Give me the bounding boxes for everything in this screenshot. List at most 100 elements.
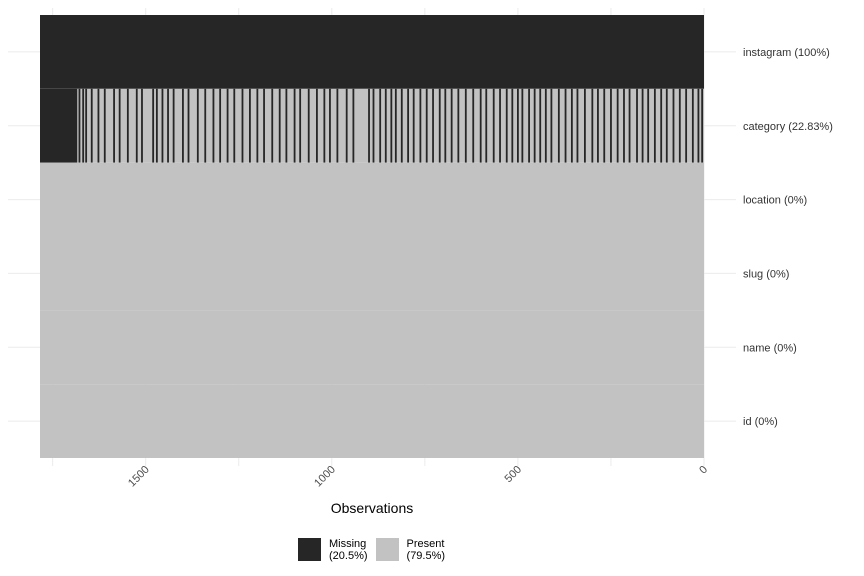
missing-tile: [623, 88, 625, 163]
missing-tile: [539, 88, 542, 163]
missing-tile: [485, 88, 488, 163]
legend: Missing (20.5%) Present (79.5%): [298, 538, 445, 562]
missing-tile: [103, 88, 106, 163]
legend-label-present: Present: [406, 538, 445, 550]
plot-panel: [40, 15, 704, 458]
missing-tile: [653, 88, 656, 163]
row-category: [40, 88, 704, 163]
missing-tile: [249, 88, 251, 163]
missing-tile: [352, 88, 355, 163]
missing-tile: [464, 88, 467, 163]
row-slug: [40, 236, 704, 311]
missing-tile: [472, 88, 475, 163]
missing-tile: [603, 88, 606, 163]
missing-tile: [196, 88, 199, 163]
missing-tile: [90, 88, 93, 163]
missing-tile: [499, 88, 501, 163]
missing-tile: [647, 88, 650, 163]
x-axis-title: Observations: [331, 500, 413, 516]
missing-tile: [293, 88, 296, 163]
legend-item-missing: Missing (20.5%): [298, 538, 368, 562]
missing-tile: [212, 88, 215, 163]
present-tile: [40, 236, 704, 311]
missing-tile: [155, 88, 158, 163]
x-tick-label: 1000: [312, 464, 338, 490]
missing-tile: [126, 88, 129, 163]
missing-tile: [505, 88, 508, 163]
missing-tile: [135, 88, 138, 163]
missing-tile: [82, 88, 85, 163]
missing-tile: [329, 88, 331, 163]
missing-tile: [492, 88, 495, 163]
missing-tile: [271, 88, 274, 163]
missing-tile: [167, 88, 169, 163]
missing-tile: [457, 88, 460, 163]
missing-tile: [511, 88, 514, 163]
missing-tile: [636, 88, 638, 163]
missing-tile: [161, 88, 164, 163]
present-tile: [40, 310, 704, 385]
missing-tile: [336, 88, 339, 163]
variable-label: id (0%): [743, 416, 778, 428]
missing-tile: [152, 88, 155, 163]
missing-tile: [528, 88, 530, 163]
missing-tile: [517, 88, 519, 163]
legend-pct-present: (79.5%): [406, 550, 446, 562]
missing-tile: [610, 88, 612, 163]
missing-tile: [583, 88, 586, 163]
missing-tile: [323, 88, 326, 163]
missing-tile: [307, 88, 310, 163]
missing-tile: [204, 88, 207, 163]
missing-tile: [665, 88, 668, 163]
row-location: [40, 162, 704, 237]
missing-tile: [394, 88, 397, 163]
legend-label-missing: Missing: [329, 538, 367, 550]
missing-tile: [533, 88, 536, 163]
missing-tile: [241, 88, 244, 163]
missing-tile: [438, 88, 441, 163]
missing-tile: [576, 88, 579, 163]
missing-tile: [678, 88, 681, 163]
missing-tile: [187, 88, 190, 163]
missing-tile: [278, 88, 281, 163]
missing-tile: [557, 88, 560, 163]
missing-tile: [697, 88, 700, 163]
row-id: [40, 384, 704, 458]
missing-tile: [372, 88, 375, 163]
missing-tile: [616, 88, 619, 163]
missing-tile: [701, 88, 704, 163]
missing-tile: [384, 88, 387, 163]
variable-label: location (0%): [743, 195, 807, 207]
missing-tile: [113, 88, 115, 163]
x-tick-label: 500: [503, 464, 524, 485]
missing-tile: [407, 88, 410, 163]
missing-tile: [628, 88, 631, 163]
missing-tile: [78, 88, 81, 163]
variable-label: name (0%): [743, 342, 797, 354]
missing-tile: [256, 88, 259, 163]
variable-label: category (22.83%): [743, 121, 833, 133]
missing-tile: [591, 88, 594, 163]
missing-tile: [479, 88, 482, 163]
missing-tile: [550, 88, 553, 163]
x-tick-label: 1500: [126, 464, 152, 490]
missing-tile: [368, 88, 370, 163]
missing-tile: [521, 88, 524, 163]
variable-label: instagram (100%): [743, 47, 830, 59]
missing-tile: [597, 88, 599, 163]
missing-tile: [570, 88, 573, 163]
legend-pct-missing: (20.5%): [329, 550, 368, 562]
missing-tile: [660, 88, 663, 163]
missing-tile: [40, 88, 78, 163]
missing-tile: [233, 88, 236, 163]
missing-tile: [345, 88, 348, 163]
missing-tile: [672, 88, 675, 163]
missing-tile: [118, 88, 121, 163]
missing-tile: [172, 88, 175, 163]
legend-key-missing: [298, 538, 321, 561]
legend-key-present: [375, 538, 399, 561]
missing-tile: [419, 88, 422, 163]
missing-tile: [444, 88, 447, 163]
